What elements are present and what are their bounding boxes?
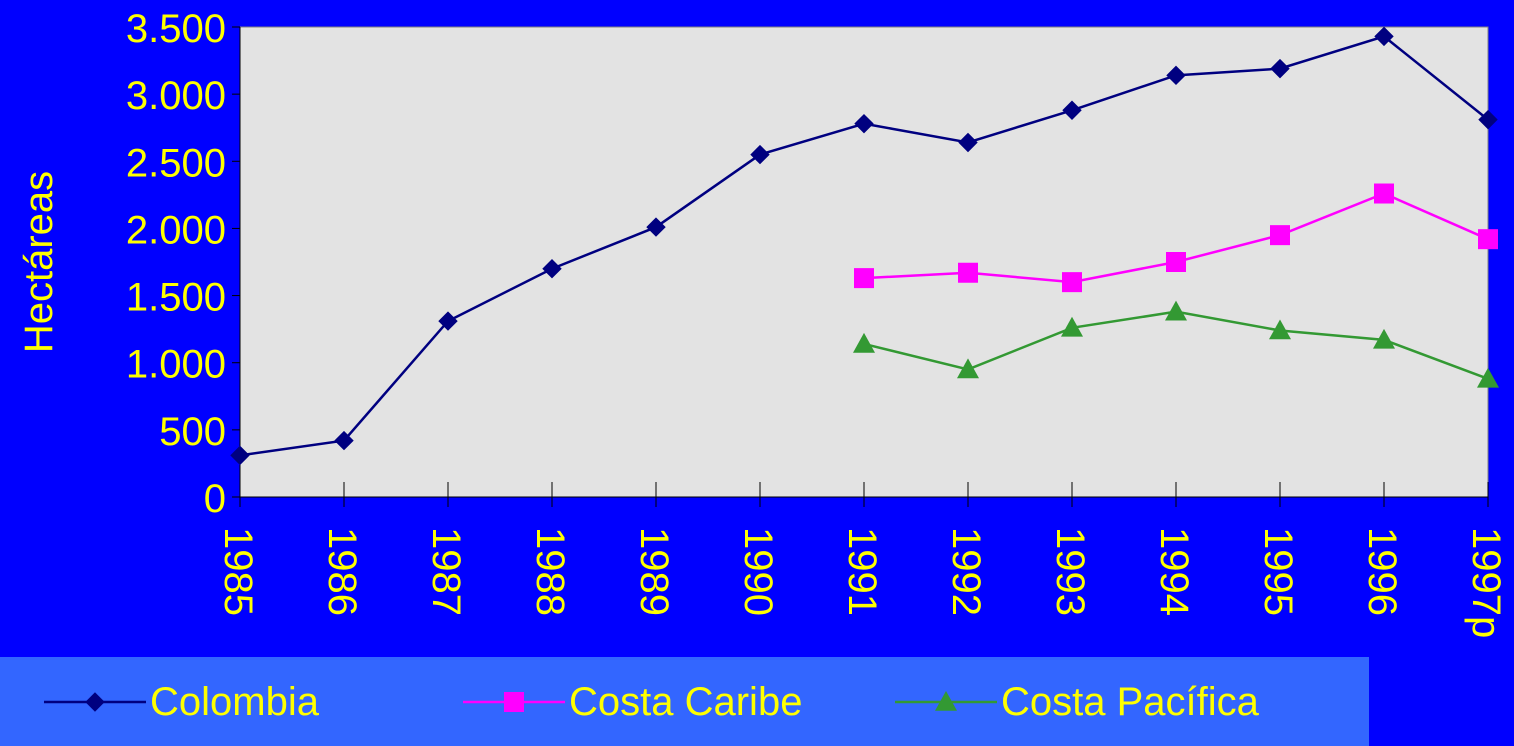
y-axis: 0 500 1.000 1.500 2.000 2.500 3.000 3.500 xyxy=(126,7,241,521)
y-tick-label: 2.000 xyxy=(126,208,226,252)
x-tick-label: 1987 xyxy=(424,527,468,616)
data-point xyxy=(957,358,979,379)
data-point xyxy=(854,113,874,134)
legend-item: Costa Caribe xyxy=(463,657,802,746)
legend: Colombia Costa Caribe Costa Pacífica xyxy=(0,657,1369,746)
x-tick-label: 1992 xyxy=(944,527,988,616)
x-tick-label: 1995 xyxy=(1256,527,1300,616)
series-costa-pac-fica xyxy=(853,300,1499,388)
data-point xyxy=(334,430,354,451)
data-point xyxy=(853,332,875,353)
y-tick-label: 0 xyxy=(204,477,226,521)
data-point xyxy=(958,262,978,283)
data-point xyxy=(1062,272,1082,293)
legend-swatch xyxy=(44,691,146,712)
data-point xyxy=(1062,100,1082,120)
data-point xyxy=(750,144,770,165)
data-point xyxy=(1165,300,1187,321)
x-axis: 1985 1986 1987 1988 1989 1990 1991 1992 1993 1994… xyxy=(216,482,1508,638)
x-tick-label: 1985 xyxy=(216,527,260,616)
data-point xyxy=(230,445,250,466)
x-tick-label: 1996 xyxy=(1360,527,1404,616)
data-point xyxy=(1061,316,1083,337)
y-tick-label: 500 xyxy=(159,410,226,454)
data-point xyxy=(854,268,874,289)
legend-label: Colombia xyxy=(150,679,319,724)
data-point xyxy=(1478,109,1498,130)
legend-swatch xyxy=(895,690,997,711)
x-tick-label: 1989 xyxy=(632,527,676,616)
data-point xyxy=(1166,65,1186,86)
plot-area xyxy=(239,26,1489,498)
x-tick-label: 1991 xyxy=(840,527,884,616)
series-colombia xyxy=(230,26,1498,466)
data-point xyxy=(1270,225,1290,246)
legend-item: Costa Pacífica xyxy=(895,657,1259,746)
data-point xyxy=(1269,319,1291,340)
data-point xyxy=(1166,252,1186,272)
series-costa-caribe xyxy=(854,183,1498,293)
data-point xyxy=(646,217,666,237)
x-tick-label: 1993 xyxy=(1048,527,1092,616)
y-tick-label: 1.500 xyxy=(126,276,226,320)
y-axis-label: Hectáreas xyxy=(17,171,61,353)
data-point xyxy=(542,259,562,279)
legend-label: Costa Pacífica xyxy=(1001,679,1259,724)
data-point xyxy=(438,311,458,331)
y-tick-label: 2.500 xyxy=(126,141,226,185)
data-point xyxy=(1374,26,1394,47)
data-point xyxy=(1478,229,1498,250)
data-point xyxy=(1373,328,1395,349)
x-tick-label: 1988 xyxy=(528,527,572,616)
x-tick-label: 1994 xyxy=(1152,527,1196,616)
y-tick-label: 1.000 xyxy=(126,343,226,387)
legend-item: Colombia xyxy=(44,657,319,746)
legend-marker xyxy=(85,691,105,712)
legend-marker xyxy=(504,691,524,712)
legend-label: Costa Caribe xyxy=(569,679,803,724)
data-point xyxy=(1477,367,1499,388)
x-tick-label: 1986 xyxy=(320,527,364,616)
data-point xyxy=(1374,183,1394,204)
legend-marker xyxy=(935,690,957,711)
data-point xyxy=(958,132,978,153)
y-tick-label: 3.500 xyxy=(126,7,226,51)
y-tick-label: 3.000 xyxy=(126,74,226,118)
legend-swatch xyxy=(463,691,565,712)
data-point xyxy=(1270,58,1290,79)
series-layer xyxy=(230,26,1499,466)
x-tick-label: 1990 xyxy=(736,527,780,616)
x-tick-label: 1997p xyxy=(1464,527,1508,638)
